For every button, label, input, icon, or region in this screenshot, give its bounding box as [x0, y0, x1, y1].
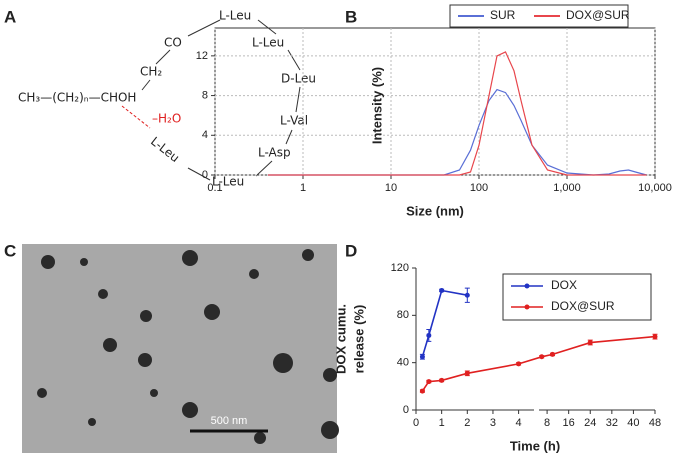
x-tick-label: 24	[584, 417, 596, 429]
y-tick-label: 8	[202, 89, 208, 101]
x-tick-label: 48	[649, 417, 661, 429]
series-line	[268, 88, 647, 176]
residue: D-Leu	[281, 72, 316, 86]
y-tick-label: 120	[391, 262, 409, 274]
x-tick-label: 40	[627, 417, 639, 429]
residue: L-Leu	[148, 134, 182, 165]
x-tick-label: 8	[544, 417, 550, 429]
point	[464, 292, 470, 298]
tem-image	[22, 244, 339, 453]
y-axis-title: Intensity (%)	[369, 67, 384, 144]
panel-label: B	[345, 7, 357, 26]
panel-label: C	[4, 241, 16, 260]
x-tick-label: 16	[563, 417, 575, 429]
point	[439, 377, 445, 383]
co-group: CO	[164, 36, 182, 50]
panel-label: D	[345, 241, 357, 260]
x-tick-label: 32	[606, 417, 618, 429]
y-axis-title: DOX cumu.	[333, 304, 348, 374]
residue: L-Leu	[252, 36, 284, 50]
legend-marker	[524, 304, 530, 310]
point	[539, 354, 545, 360]
legend-label: DOX@SUR	[551, 299, 615, 313]
y-tick-label: 0	[202, 169, 208, 181]
y-tick-label: 40	[397, 357, 409, 369]
water-loss: –H₂O	[152, 112, 181, 126]
x-tick-label: 100	[470, 182, 488, 194]
point	[464, 370, 470, 376]
point	[549, 351, 555, 357]
residue: L-Val	[280, 114, 308, 128]
x-tick-label: 10	[385, 182, 397, 194]
y-tick-label: 4	[202, 129, 208, 141]
legend-marker	[524, 283, 530, 289]
point	[652, 334, 658, 340]
legend-label: SUR	[490, 8, 516, 22]
point	[587, 340, 593, 346]
legend-box	[502, 273, 652, 321]
x-axis-title: Time (h)	[510, 438, 560, 453]
ch2-group: CH₂	[140, 65, 162, 79]
point	[439, 287, 445, 293]
legend-label: DOX	[551, 278, 577, 292]
x-tick-label: 1,000	[553, 182, 581, 194]
point	[419, 354, 425, 360]
x-tick-label: 4	[516, 417, 522, 429]
chain-formula: CH₃—(CH₂)ₙ—CHOH	[18, 91, 136, 105]
structure	[121, 19, 301, 181]
y-tick-label: 0	[403, 404, 409, 416]
residue: L-Asp	[258, 146, 291, 160]
x-tick-label: 10,000	[638, 182, 672, 194]
panel-label: A	[4, 7, 16, 26]
x-tick-label: 0.1	[207, 182, 222, 194]
scale-bar-label: 500 nm	[211, 415, 248, 427]
series-line	[421, 289, 468, 358]
y-tick-label: 80	[397, 309, 409, 321]
x-axis-title: Size (nm)	[406, 203, 464, 218]
point	[419, 388, 425, 394]
x-tick-label: 1	[300, 182, 306, 194]
y-tick-label: 12	[196, 50, 208, 62]
residue: L-Leu	[219, 9, 251, 23]
x-tick-label: 3	[490, 417, 496, 429]
x-tick-label: 2	[464, 417, 470, 429]
series-line	[421, 335, 656, 392]
x-tick-label: 1	[439, 417, 445, 429]
residue: L-Leu	[212, 175, 244, 189]
legend-label: DOX@SUR	[566, 8, 630, 22]
x-tick-label: 0	[413, 417, 419, 429]
y-axis-title: release (%)	[351, 305, 366, 374]
series-line	[268, 51, 647, 176]
point	[426, 332, 432, 338]
point	[426, 379, 432, 385]
point	[516, 361, 522, 367]
